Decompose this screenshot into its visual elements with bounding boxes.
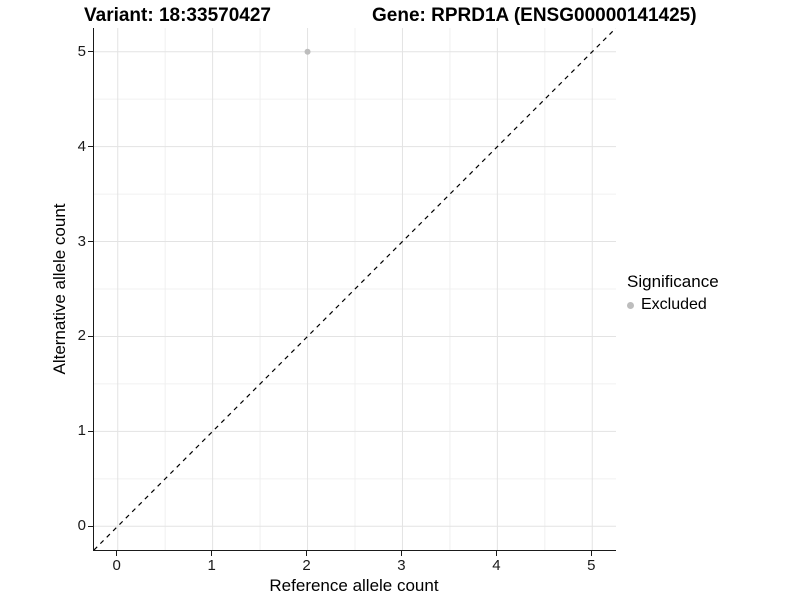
y-tick-label: 2 xyxy=(77,327,86,345)
y-tick-mark xyxy=(87,430,93,433)
x-tick-mark xyxy=(305,550,308,556)
plot-title-gene: Gene: RPRD1A (ENSG00000141425) xyxy=(372,5,697,26)
y-tick-mark xyxy=(87,50,93,53)
data-point xyxy=(304,48,311,55)
x-tick-label: 2 xyxy=(302,557,311,574)
x-tick-label: 1 xyxy=(207,557,216,574)
y-axis-title: Alternative allele count xyxy=(50,203,69,375)
legend-item: Excluded xyxy=(627,296,719,314)
legend-title: Significance xyxy=(627,272,719,291)
legend-items: Excluded xyxy=(627,296,719,314)
y-tick-mark xyxy=(87,145,93,148)
y-tick-mark xyxy=(87,525,93,528)
plot-panel xyxy=(93,28,616,551)
plot-title-variant: Variant: 18:33570427 xyxy=(84,5,271,26)
x-tick-label: 5 xyxy=(587,557,596,574)
x-tick-mark xyxy=(495,550,498,556)
legend: Significance Excluded xyxy=(627,272,719,314)
legend-point-icon xyxy=(627,301,634,309)
x-tick-mark xyxy=(115,550,118,556)
y-tick-label: 3 xyxy=(77,232,86,250)
x-tick-mark xyxy=(400,550,403,556)
x-tick-label: 4 xyxy=(492,557,501,574)
y-tick-label: 4 xyxy=(77,137,86,155)
y-tick-label: 0 xyxy=(77,517,86,535)
y-tick-label: 1 xyxy=(77,422,86,440)
y-tick-label: 5 xyxy=(77,42,86,60)
scatter-plot-canvas xyxy=(94,28,616,550)
x-tick-label: 0 xyxy=(112,557,121,574)
x-tick-mark xyxy=(210,550,213,556)
x-tick-label: 3 xyxy=(397,557,406,574)
y-tick-mark xyxy=(87,335,93,338)
x-axis-title: Reference allele count xyxy=(269,576,439,595)
identity-dashed-line xyxy=(94,28,616,550)
legend-item-label: Excluded xyxy=(641,296,707,313)
y-tick-mark xyxy=(87,240,93,243)
x-tick-mark xyxy=(590,550,593,556)
